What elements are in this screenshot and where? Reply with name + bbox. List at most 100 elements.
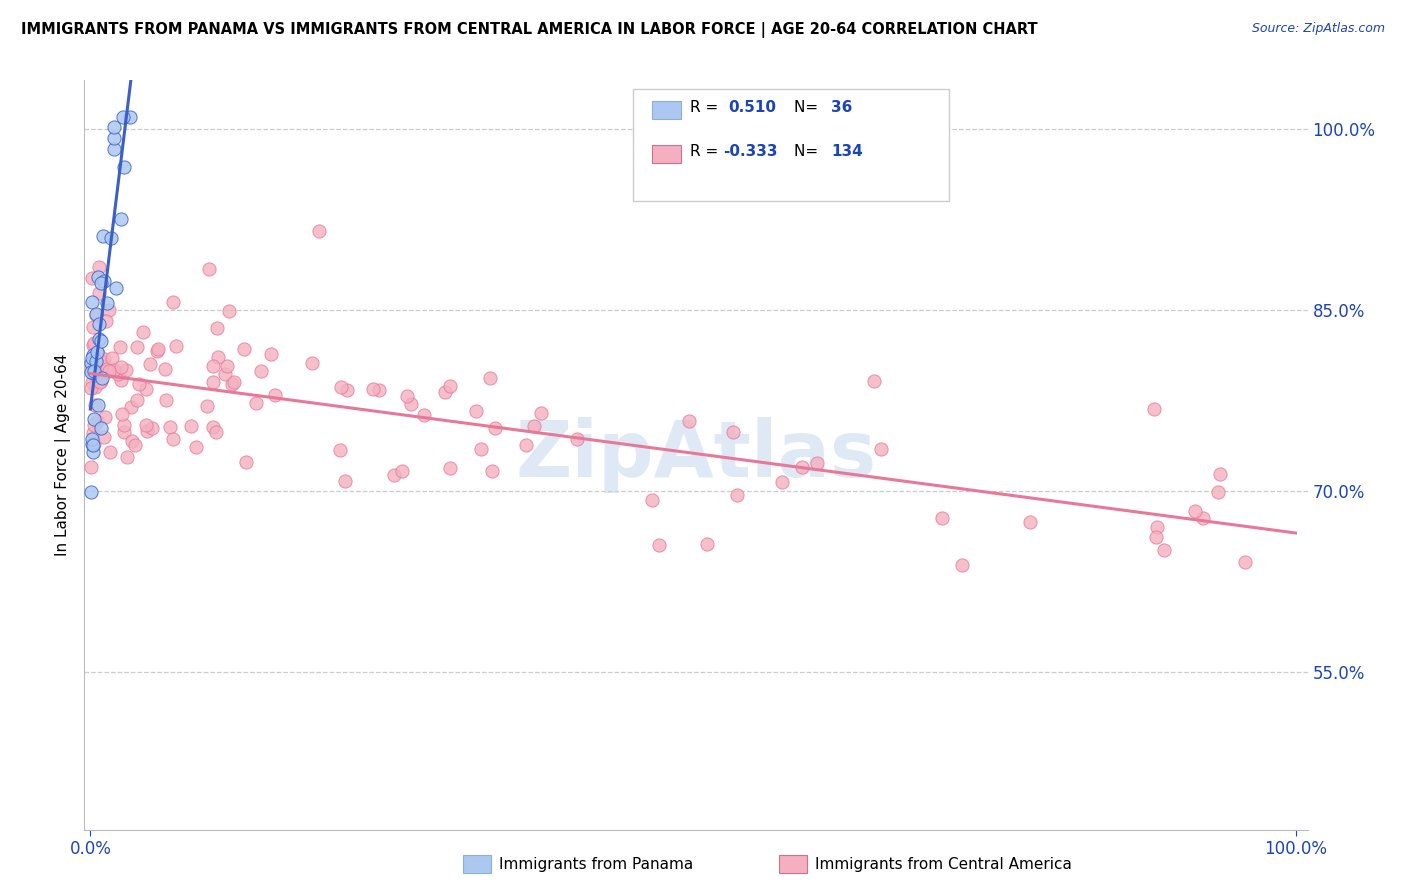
Point	[439, 461, 461, 475]
Point	[135, 418, 157, 433]
Point	[301, 356, 323, 370]
Point	[82, 376, 104, 390]
Point	[952, 558, 974, 572]
Point	[162, 295, 184, 310]
Point	[93, 430, 115, 444]
Point	[329, 442, 352, 457]
Point	[523, 419, 546, 434]
Point	[80, 432, 103, 446]
Text: R =: R =	[690, 145, 724, 159]
Point	[470, 442, 492, 457]
Point	[94, 409, 117, 424]
Point	[82, 347, 104, 361]
Point	[232, 342, 254, 356]
Point	[155, 392, 177, 407]
Point	[90, 277, 112, 291]
Point	[336, 383, 359, 397]
Point	[82, 425, 104, 440]
Point	[678, 414, 700, 428]
Point	[222, 375, 245, 389]
Point	[308, 224, 330, 238]
Point	[100, 230, 122, 244]
Point	[84, 306, 107, 320]
Point	[235, 455, 257, 469]
Point	[96, 362, 118, 376]
Point	[721, 425, 744, 439]
Point	[83, 380, 105, 394]
Point	[132, 326, 155, 340]
Point	[770, 475, 793, 489]
Point	[159, 419, 181, 434]
Point	[83, 398, 105, 412]
Point	[180, 419, 202, 434]
Point	[186, 440, 208, 454]
Point	[195, 399, 218, 413]
Point	[82, 360, 104, 375]
Point	[146, 343, 169, 357]
Point	[82, 438, 104, 452]
Point	[245, 396, 267, 410]
Point	[330, 380, 353, 394]
Point	[401, 396, 423, 410]
Point	[101, 351, 124, 365]
Point	[162, 432, 184, 446]
Point	[103, 363, 125, 377]
Point	[79, 381, 101, 395]
Point	[80, 460, 103, 475]
Point	[725, 488, 748, 502]
Point	[110, 340, 132, 354]
Text: N=: N=	[794, 145, 824, 159]
Point	[153, 362, 176, 376]
Point	[90, 371, 112, 385]
Point	[217, 359, 239, 374]
Text: ZipAtlas: ZipAtlas	[516, 417, 876, 493]
Point	[80, 271, 103, 285]
Point	[198, 262, 221, 277]
Point	[107, 367, 129, 381]
Text: 0.510: 0.510	[728, 100, 776, 114]
Y-axis label: In Labor Force | Age 20-64: In Labor Force | Age 20-64	[55, 354, 72, 556]
Point	[80, 436, 103, 450]
Point	[1144, 530, 1167, 544]
Point	[530, 406, 553, 420]
Text: Immigrants from Central America: Immigrants from Central America	[815, 857, 1073, 871]
Point	[214, 368, 236, 382]
Point	[806, 457, 828, 471]
Point	[221, 376, 243, 391]
Point	[205, 321, 228, 335]
Point	[94, 314, 117, 328]
Point	[110, 359, 132, 374]
Text: Immigrants from Panama: Immigrants from Panama	[499, 857, 693, 871]
Point	[205, 425, 228, 440]
Point	[648, 538, 671, 552]
Point	[112, 418, 135, 433]
Point	[207, 351, 229, 365]
Point	[111, 110, 134, 124]
Point	[103, 120, 125, 134]
Point	[82, 366, 104, 380]
Text: R =: R =	[690, 100, 724, 114]
Point	[84, 354, 107, 368]
Point	[1233, 556, 1256, 570]
Point	[333, 474, 356, 488]
Point	[82, 445, 104, 459]
Point	[86, 345, 108, 359]
Point	[792, 460, 814, 475]
Point	[86, 365, 108, 379]
Point	[931, 511, 953, 525]
Point	[382, 468, 405, 483]
Text: Source: ZipAtlas.com: Source: ZipAtlas.com	[1251, 22, 1385, 36]
Point	[1142, 401, 1164, 416]
Point	[93, 274, 115, 288]
Point	[121, 434, 143, 448]
Point	[135, 383, 157, 397]
Point	[89, 375, 111, 389]
Point	[484, 421, 506, 435]
Point	[696, 537, 718, 551]
Point	[87, 317, 110, 331]
Point	[89, 286, 111, 301]
Point	[202, 375, 225, 389]
Point	[125, 392, 148, 407]
Point	[165, 338, 187, 352]
Point	[120, 110, 142, 124]
